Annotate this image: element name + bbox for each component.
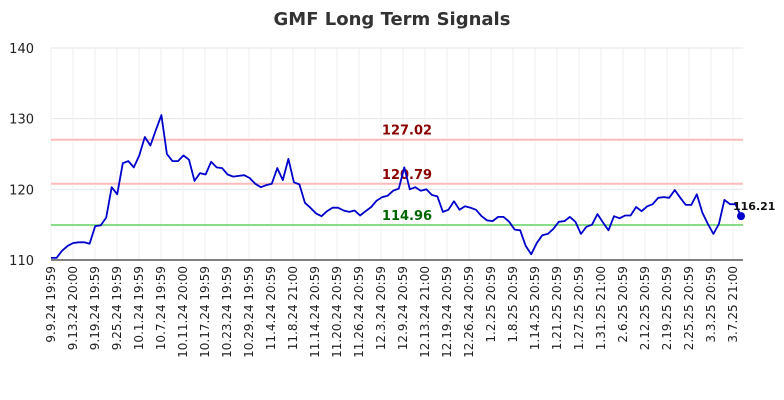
y-tick-label: 140 (9, 42, 34, 57)
x-tick-label: 11.8.24 21:00 (286, 266, 300, 350)
last-point-marker (737, 212, 745, 221)
x-tick-label: 10.23.24 19:59 (220, 266, 234, 358)
x-tick-label: 10.11.24 20:00 (176, 266, 190, 358)
x-tick-label: 1.21.25 20:59 (550, 266, 564, 350)
last-point-label: 116.21 (733, 200, 775, 213)
x-tick-label: 2.12.25 20:59 (638, 266, 652, 350)
x-tick-label: 11.20.24 20:59 (330, 266, 344, 358)
x-tick-label: 1.31.25 21:00 (594, 266, 608, 350)
x-tick-label: 12.26.24 20:59 (462, 266, 476, 358)
x-tick-label: 11.4.24 20:59 (264, 266, 278, 350)
x-tick-label: 10.1.24 19:59 (132, 266, 146, 350)
y-gridlines (51, 47, 743, 261)
x-tick-label: 2.19.25 20:59 (660, 266, 674, 350)
x-tick-label: 3.7.25 21:00 (726, 266, 740, 343)
y-tick-labels: 110 120 130 140 (9, 42, 34, 269)
x-tick-label: 12.9.24 20:59 (396, 266, 410, 350)
x-tick-label: 10.29.24 19:59 (242, 266, 256, 358)
signal-level-label: 127.02 (382, 124, 432, 139)
chart-title: GMF Long Term Signals (274, 9, 511, 30)
y-tick-label: 110 (9, 254, 34, 269)
x-tick-label: 9.19.24 19:59 (88, 266, 102, 350)
x-tick-label: 2.6.25 20:59 (616, 266, 630, 343)
x-tick-label: 10.7.24 19:59 (154, 266, 168, 350)
x-tick-label: 9.9.24 19:59 (44, 266, 58, 343)
x-tick-label: 10.17.24 19:59 (198, 266, 212, 358)
series-layer (51, 114, 742, 259)
x-tick-label: 1.8.25 20:59 (506, 266, 520, 343)
last-point-group: 116.21 (733, 200, 775, 221)
price-line (51, 114, 742, 259)
x-tick-label: 3.3.25 20:59 (704, 266, 718, 343)
x-tick-label: 12.3.24 20:59 (374, 266, 388, 350)
x-gridlines (50, 48, 734, 260)
x-tick-label: 12.19.24 20:59 (440, 266, 454, 358)
x-tick-labels: 9.9.24 19:59 9.13.24 20:00 9.19.24 19:59 9.… (44, 266, 740, 358)
x-tick-label: 2.25.25 20:59 (682, 266, 696, 350)
x-tick-label: 12.13.24 21:00 (418, 266, 432, 358)
x-tick-label: 1.27.25 20:59 (572, 266, 586, 350)
y-tick-label: 130 (9, 113, 34, 128)
x-tick-label: 9.13.24 20:00 (66, 266, 80, 350)
x-tick-label: 11.14.24 20:59 (308, 266, 322, 358)
x-tick-label: 11.26.24 20:59 (352, 266, 366, 358)
signal-level-label: 114.96 (382, 209, 432, 224)
x-tick-label: 9.25.24 19:59 (110, 266, 124, 350)
x-tick-label: 1.14.25 20:59 (528, 266, 542, 350)
y-tick-label: 120 (9, 183, 34, 198)
x-tick-label: 1.2.25 20:59 (484, 266, 498, 343)
